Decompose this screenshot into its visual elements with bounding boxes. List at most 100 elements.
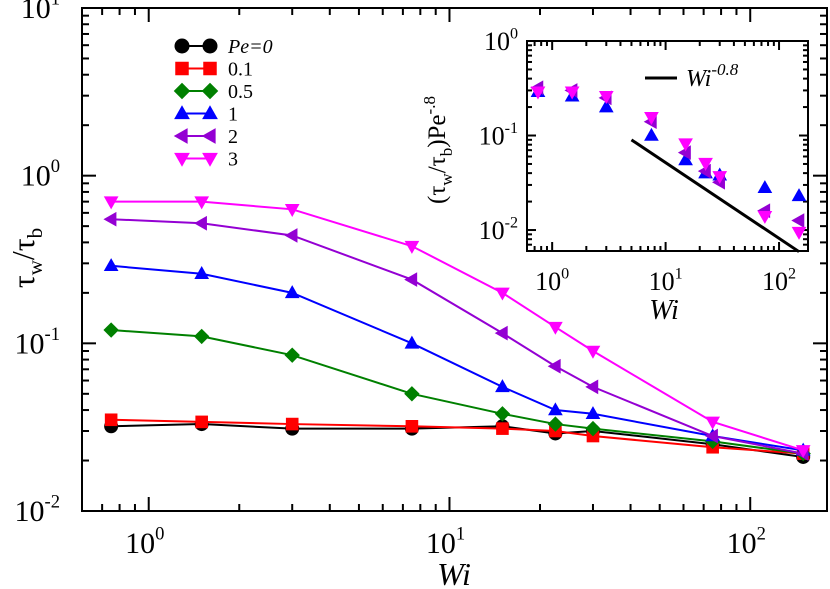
inset-x-tick-label-2-base: 10 <box>762 267 788 296</box>
data-point-Pe=3-5 <box>548 321 563 335</box>
y-tick-label-1-base: 10 <box>15 327 45 360</box>
inset-legend-label-base: Wi <box>686 66 711 92</box>
inset-point-Pe=1-3 <box>644 127 659 141</box>
x-tick-label-2-exp: 2 <box>757 524 766 545</box>
data-point-Pe=3-0 <box>103 196 119 210</box>
legend-marker-start <box>175 61 189 76</box>
legend-marker-end <box>203 61 217 76</box>
inset-y-tick-label-2-exp: 0 <box>510 25 518 42</box>
data-point-Pe=1-3 <box>404 335 420 349</box>
inset-x-tick-label-2-exp: 2 <box>788 265 796 282</box>
x-tick-label-1: 101 <box>426 524 465 561</box>
y-tick-label-3-exp: 1 <box>51 0 60 10</box>
x-tick-label-0: 100 <box>125 524 164 561</box>
inset-y-label-sub-w: w <box>437 173 456 186</box>
y-tick-label-1-exp: -1 <box>45 324 61 345</box>
legend-marker-start <box>174 105 190 120</box>
inset-y-label-sub-b: b <box>437 148 456 157</box>
data-point-Pe=3-1 <box>194 196 210 210</box>
legend-entry-Pe=2: 2 <box>173 126 238 148</box>
y-label-slash: / <box>5 251 41 260</box>
legend-marker-end <box>202 105 218 120</box>
reference-line <box>630 138 800 253</box>
inset-x-tick-label-1-base: 10 <box>649 267 675 296</box>
data-point-Pe=0.1-4 <box>496 422 509 435</box>
legend-entry-Pe=0.1: 0.1 <box>175 59 253 81</box>
inset-y-label-part: /τ <box>424 156 451 173</box>
y-label-tau: τ <box>5 238 41 251</box>
inset-point-Pe=3-2 <box>598 91 614 104</box>
inset-point-Pe=2-4 <box>677 145 691 160</box>
x-tick-label-2-base: 10 <box>727 527 757 560</box>
inset-point-Pe=3-7 <box>757 210 773 224</box>
data-point-Pe=0.5-4 <box>494 406 511 422</box>
data-point-Pe=2-4 <box>494 325 508 341</box>
inset-x-axis-label: Wi <box>649 295 679 326</box>
legend-label: 1 <box>228 104 238 126</box>
series-Pe=3 <box>103 196 811 459</box>
x-tick-label-2: 102 <box>727 524 766 561</box>
inset-point-Pe=2-8 <box>791 213 805 228</box>
series-Pe=1 <box>103 258 811 456</box>
inset-point-Pe=1-8 <box>791 188 807 202</box>
data-point-Pe=0.1-1 <box>195 415 208 429</box>
inset-x-tick-label-1-exp: 1 <box>675 265 683 282</box>
inset-y-label-part: (τ <box>424 186 451 204</box>
inset-y-axis-label: (τw/τb)Pe-.8 <box>420 96 456 204</box>
legend-label: 3 <box>228 149 238 171</box>
x-tick-label-1-base: 10 <box>426 527 456 560</box>
data-point-Pe=0.1-3 <box>405 420 419 433</box>
legend-marker-start <box>173 82 191 100</box>
data-point-Pe=3-4 <box>495 287 510 301</box>
data-point-Pe=1-4 <box>495 379 510 393</box>
x-tick-label-1-exp: 1 <box>456 524 465 545</box>
inset-point-Pe=3-8 <box>791 226 807 240</box>
data-point-Pe=1-5 <box>548 402 563 416</box>
data-point-Pe=3-8 <box>795 445 811 459</box>
inset-point-Pe=3-1 <box>564 86 580 100</box>
inset-point-Pe=1-4 <box>678 152 693 166</box>
legend-entry-Pe=0: Pe=0 <box>174 36 273 58</box>
inset-point-Pe=3-3 <box>644 112 659 125</box>
legend-marker-start <box>173 128 188 144</box>
data-point-Pe=1-1 <box>194 266 210 280</box>
main-plot-frame <box>81 7 828 512</box>
legend-label: 0.5 <box>228 81 253 103</box>
inset-y-tick-label-1-exp: -1 <box>505 120 518 137</box>
data-point-Pe=0.5-2 <box>284 347 300 363</box>
data-point-Pe=0.5-3 <box>404 386 420 402</box>
y-tick-label-3-base: 10 <box>21 0 51 25</box>
inset-x-tick-label-1: 101 <box>649 265 683 296</box>
y-tick-label-1: 10-1 <box>15 324 61 361</box>
data-point-Pe=0.5-0 <box>103 322 119 338</box>
inset-y-label-sup: -.8 <box>420 96 439 114</box>
inset-point-Pe=3-0 <box>530 86 546 100</box>
y-tick-label-2-exp: 0 <box>51 156 60 177</box>
legend-entry-Pe=1: 1 <box>174 104 238 126</box>
inset-point-Pe=2-5 <box>697 163 711 179</box>
inset-point-Pe=3-6 <box>712 171 728 185</box>
data-point-Pe=0.5-5 <box>547 416 564 432</box>
inset-y-tick-label-1-base: 10 <box>479 122 505 151</box>
data-point-Pe=1-6 <box>585 406 601 420</box>
data-point-Pe=0.5-6 <box>585 420 601 437</box>
inset-point-Pe=3-5 <box>698 157 713 171</box>
x-tick-label-0-exp: 0 <box>155 524 164 545</box>
legend-entry-Pe=0.5: 0.5 <box>173 81 253 103</box>
y-tick-label-0-base: 10 <box>15 495 45 528</box>
data-point-Pe=3-3 <box>404 240 420 254</box>
inset-legend-label: Wi-0.8 <box>686 60 739 92</box>
data-point-Pe=2-0 <box>103 211 117 227</box>
y-tick-label-0: 10-2 <box>15 492 61 529</box>
legend-marker-end <box>201 128 216 144</box>
y-tick-label-0-exp: -2 <box>45 492 61 513</box>
data-point-Pe=2-5 <box>547 358 561 374</box>
inset-x-tick-label-2: 102 <box>762 265 796 296</box>
series-Pe=0.5 <box>103 322 811 462</box>
y-label-tau: τ <box>5 275 41 288</box>
y-tick-label-2-base: 10 <box>21 160 51 193</box>
legend-label: 0.1 <box>228 59 253 81</box>
